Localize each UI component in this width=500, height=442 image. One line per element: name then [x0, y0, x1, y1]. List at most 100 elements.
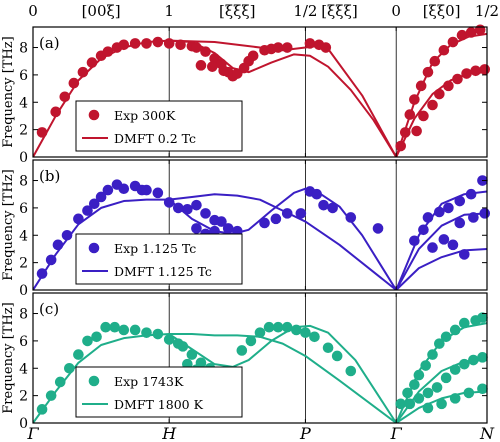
exp-point: [411, 125, 422, 137]
exp-point: [409, 379, 420, 390]
exp-point: [461, 68, 472, 79]
exp-point: [295, 208, 307, 219]
y-tick-label: 0: [19, 416, 28, 432]
exp-point: [152, 187, 164, 199]
dmft-curve: [395, 247, 487, 290]
exp-point: [102, 46, 114, 57]
top-axis-label: 0: [28, 2, 38, 20]
exp-point: [404, 109, 416, 120]
exp-point: [300, 327, 311, 338]
legend-label: Exp 300K: [114, 108, 176, 123]
exp-point: [447, 239, 459, 251]
plot-frame: [32, 159, 488, 291]
exp-point: [281, 42, 293, 53]
exp-point: [207, 61, 218, 72]
y-axis-title: Frequency [THz]: [1, 36, 16, 147]
legend-label: Exp 1.125 Tc: [114, 241, 196, 256]
exp-point: [54, 376, 66, 388]
exp-point: [422, 212, 434, 223]
exp-point: [422, 387, 434, 399]
exp-point: [245, 335, 257, 347]
exp-point: [263, 321, 275, 333]
dmft-curve: [33, 333, 397, 423]
exp-point: [420, 360, 432, 371]
y-tick-label: 2: [19, 123, 28, 139]
exp-point: [477, 383, 488, 395]
legend-box: [75, 100, 243, 152]
exp-point: [447, 36, 459, 48]
exp-point: [440, 372, 452, 384]
exp-point: [345, 365, 357, 377]
exp-point: [109, 321, 121, 333]
exp-point: [186, 349, 198, 360]
exp-point: [141, 38, 152, 49]
exp-point: [61, 229, 73, 241]
exp-point: [449, 364, 461, 375]
exp-point: [100, 321, 111, 333]
exp-point: [395, 140, 407, 152]
exp-point: [345, 212, 357, 223]
top-axis-label: [ξξξ]: [321, 2, 358, 20]
legend-marker: [88, 375, 100, 387]
y-axis-title: Frequency [THz]: [1, 302, 16, 413]
exp-point: [73, 349, 84, 360]
exp-point: [281, 208, 293, 219]
exp-point: [434, 206, 445, 218]
exp-point: [454, 217, 466, 229]
legend: Exp 1743K DMFT 1800 K: [75, 366, 243, 418]
legend-label: DMFT 1800 K: [114, 397, 204, 412]
exp-point: [77, 66, 89, 78]
exp-point: [141, 184, 152, 196]
bottom-axis-label: Γ: [26, 424, 39, 442]
exp-point: [64, 362, 75, 374]
y-tick-label: 6: [19, 201, 28, 217]
exp-point: [102, 184, 114, 196]
dmft-curve: [168, 324, 398, 423]
exp-point: [463, 387, 475, 399]
plot-frame: [32, 26, 488, 158]
exp-point: [404, 398, 416, 410]
exp-point: [200, 208, 211, 219]
bottom-axis-label: Γ: [390, 424, 403, 442]
exp-point: [91, 331, 102, 343]
exp-point: [195, 60, 207, 71]
exp-point: [191, 42, 202, 53]
y-tick-label: 0: [19, 150, 28, 166]
exp-point: [270, 213, 282, 225]
exp-point: [36, 404, 48, 415]
exp-point: [152, 36, 164, 48]
exp-point: [82, 335, 93, 347]
exp-point: [320, 42, 332, 53]
exp-point: [36, 268, 48, 279]
legend-label: DMFT 0.2 Tc: [114, 131, 196, 146]
exp-point: [191, 223, 202, 234]
exp-point: [82, 205, 93, 216]
exp-point: [95, 191, 107, 203]
exp-point: [459, 317, 470, 329]
legend-marker: [88, 109, 100, 121]
plot-frame: [32, 292, 488, 424]
exp-point: [409, 94, 420, 105]
bottom-axis-label: H: [161, 424, 177, 442]
exp-point: [36, 127, 48, 138]
exp-point: [415, 80, 427, 92]
y-tick-label: 4: [19, 95, 28, 111]
exp-point: [163, 197, 175, 208]
exp-point: [191, 199, 202, 211]
exp-point: [468, 354, 479, 366]
exp-point: [52, 239, 64, 251]
top-axis-labels: 0 [00ξ] 1 [ξξξ] 1/2 [ξξξ] 0 [ξξ0] 1/2: [28, 2, 499, 20]
exp-point: [456, 29, 468, 41]
y-tick-label: 8: [19, 41, 28, 57]
y-tick-label: 2: [19, 256, 28, 272]
legend-label: DMFT 1.125 Tc: [114, 264, 212, 279]
legend-box: [75, 233, 243, 285]
y-tick-label: 8: [19, 307, 28, 323]
exp-point: [141, 327, 152, 338]
exp-point: [399, 127, 411, 138]
y-tick-label: 4: [19, 228, 28, 244]
exp-point: [477, 312, 488, 323]
